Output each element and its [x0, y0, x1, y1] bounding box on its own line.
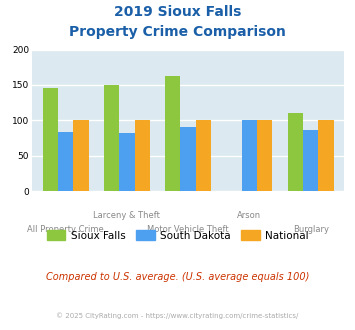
Bar	[180, 127, 196, 191]
Bar	[318, 120, 334, 191]
Text: Compared to U.S. average. (U.S. average equals 100): Compared to U.S. average. (U.S. average …	[46, 272, 309, 282]
Bar	[135, 120, 150, 191]
Bar	[119, 133, 135, 191]
Bar	[257, 120, 272, 191]
Bar	[288, 113, 303, 191]
Text: Arson: Arson	[237, 211, 262, 220]
Text: Motor Vehicle Theft: Motor Vehicle Theft	[147, 225, 229, 234]
Text: Property Crime Comparison: Property Crime Comparison	[69, 25, 286, 39]
Bar	[242, 120, 257, 191]
Text: © 2025 CityRating.com - https://www.cityrating.com/crime-statistics/: © 2025 CityRating.com - https://www.city…	[56, 312, 299, 318]
Legend: Sioux Falls, South Dakota, National: Sioux Falls, South Dakota, National	[43, 226, 312, 245]
Bar	[196, 120, 211, 191]
Bar	[303, 130, 318, 191]
Text: Burglary: Burglary	[293, 225, 329, 234]
Text: 2019 Sioux Falls: 2019 Sioux Falls	[114, 5, 241, 19]
Bar	[165, 76, 180, 191]
Bar	[43, 88, 58, 191]
Bar	[104, 85, 119, 191]
Text: All Property Crime: All Property Crime	[27, 225, 104, 234]
Bar	[58, 132, 73, 191]
Bar	[73, 120, 89, 191]
Text: Larceny & Theft: Larceny & Theft	[93, 211, 160, 220]
